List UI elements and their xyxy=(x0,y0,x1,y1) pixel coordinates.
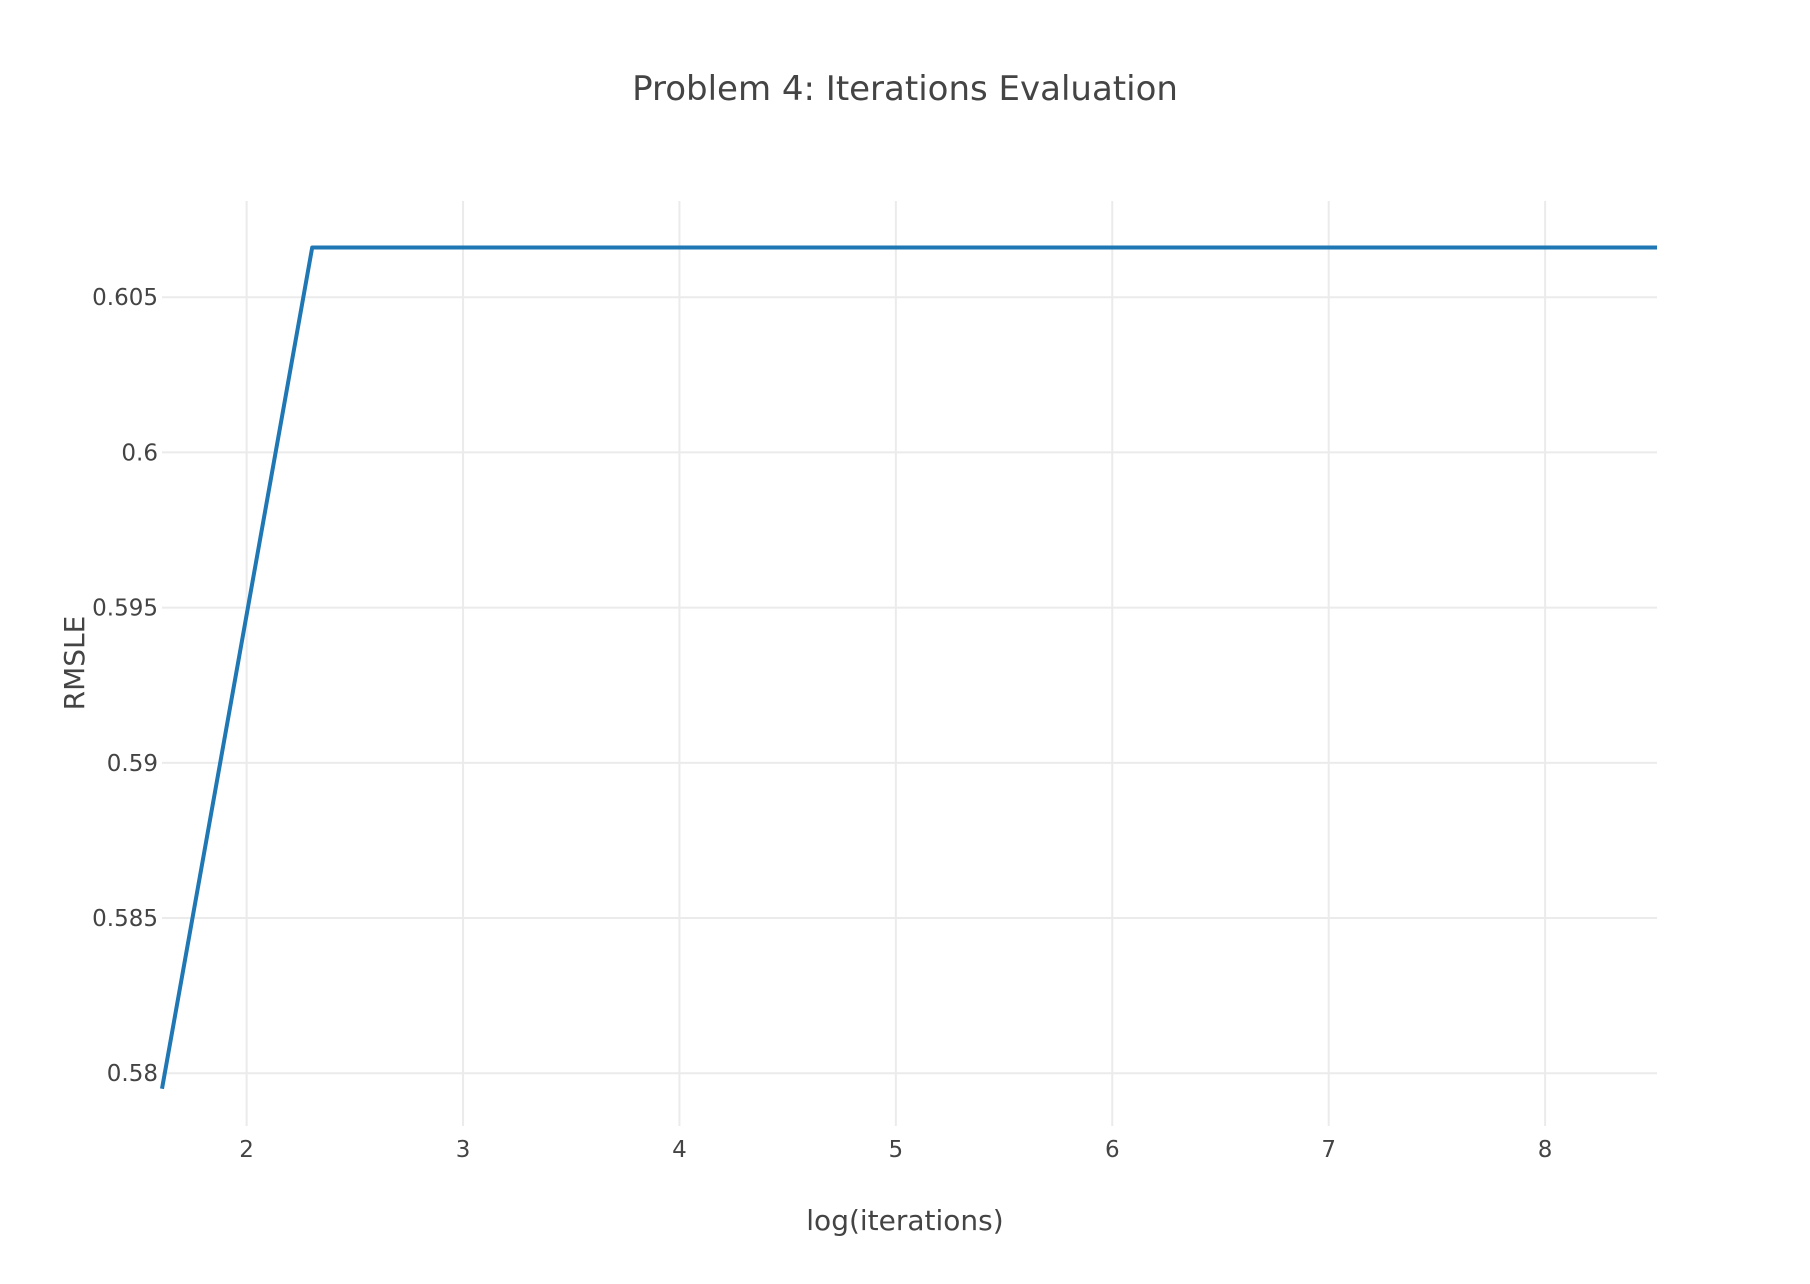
y-tick-label: 0.595 xyxy=(92,596,158,622)
x-tick-label: 2 xyxy=(239,1137,254,1163)
series-layer xyxy=(160,245,1657,1090)
y-tick-labels: 0.58 0.585 0.59 0.595 0.6 0.605 xyxy=(92,285,158,1087)
x-tick-label: 6 xyxy=(1105,1137,1120,1163)
x-tick-label: 3 xyxy=(456,1137,471,1163)
x-tick-label: 8 xyxy=(1538,1137,1553,1163)
x-tick-label: 4 xyxy=(672,1137,687,1163)
y-tick-label: 0.6 xyxy=(121,440,158,466)
x-tick-labels: 2 3 4 5 6 7 8 xyxy=(239,1137,1552,1163)
y-tick-label: 0.605 xyxy=(92,285,158,311)
y-tick-label: 0.585 xyxy=(92,906,158,932)
series-line xyxy=(160,245,1657,1090)
y-tick-label: 0.59 xyxy=(107,751,158,777)
chart-title: Problem 4: Iterations Evaluation xyxy=(632,69,1178,109)
y-axis-title: RMSLE xyxy=(58,616,91,711)
x-tick-label: 7 xyxy=(1321,1137,1336,1163)
y-tick-label: 0.58 xyxy=(107,1061,158,1087)
x-gridlines xyxy=(245,201,1547,1126)
x-tick-label: 5 xyxy=(889,1137,904,1163)
x-axis-title: log(iterations) xyxy=(806,1204,1003,1237)
y-gridlines xyxy=(162,296,1657,1075)
